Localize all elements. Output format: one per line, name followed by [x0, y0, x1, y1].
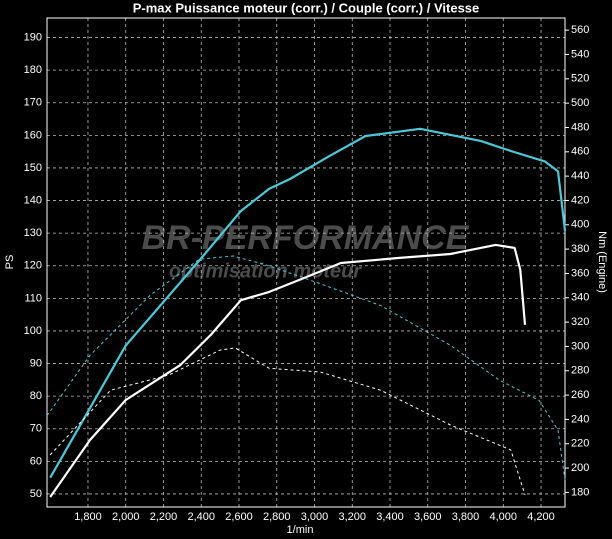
x-tick-label: 2,600 [225, 511, 253, 523]
y-tick-label: 110 [24, 292, 42, 304]
y-tick-label: 90 [30, 357, 42, 369]
y2-tick-label: 200 [571, 462, 589, 474]
y2-tick-label: 180 [571, 486, 589, 498]
y2-tick-label: 540 [571, 48, 589, 60]
y2-tick-label: 440 [571, 170, 589, 182]
y-tick-label: 70 [30, 423, 42, 435]
x-tick-label: 2,200 [150, 511, 178, 523]
x-tick-label: 3,600 [414, 511, 442, 523]
y2-tick-label: 480 [571, 121, 589, 133]
y-tick-label: 170 [24, 97, 42, 109]
plot-frame [46, 17, 566, 508]
y2-tick-label: 500 [571, 97, 589, 109]
y-tick-label: 160 [24, 129, 42, 141]
y2-tick-label: 360 [571, 267, 589, 279]
x-axis-label: 1/min [287, 524, 314, 536]
y2-tick-label: 280 [571, 365, 589, 377]
x-tick-label: 3,800 [452, 511, 480, 523]
y2-axis-label: Nm (Engine) [596, 231, 608, 293]
x-tick-label: 3,200 [338, 511, 366, 523]
y2-tick-label: 420 [571, 194, 589, 206]
y-tick-label: 140 [24, 194, 42, 206]
y2-tick-label: 300 [571, 340, 589, 352]
y-axis-label: PS [4, 255, 16, 270]
y-tick-label: 180 [24, 64, 42, 76]
x-tick-label: 2,000 [112, 511, 140, 523]
x-tick-label: 1,800 [74, 511, 102, 523]
y-tick-label: 130 [24, 227, 42, 239]
series-line [49, 347, 526, 496]
x-tick-label: 4,000 [490, 511, 518, 523]
x-tick-label: 2,400 [187, 511, 215, 523]
watermark: BR-PERFORMANCE [142, 219, 470, 257]
x-tick-label: 2,800 [263, 511, 291, 523]
y-tick-label: 50 [30, 488, 42, 500]
y-tick-label: 150 [24, 162, 42, 174]
x-tick-label: 3,400 [376, 511, 404, 523]
y-tick-label: 100 [24, 325, 42, 337]
y-tick-label: 60 [30, 455, 42, 467]
y-tick-label: 80 [30, 390, 42, 402]
y2-tick-label: 400 [571, 219, 589, 231]
chart-title: P-max Puissance moteur (corr.) / Couple … [133, 0, 480, 15]
x-tick-label: 3,000 [301, 511, 329, 523]
y2-tick-label: 520 [571, 73, 589, 85]
y2-tick-label: 340 [571, 292, 589, 304]
y2-tick-label: 560 [571, 24, 589, 36]
y2-tick-label: 220 [571, 438, 589, 450]
series-line [46, 255, 566, 480]
y2-tick-label: 320 [571, 316, 589, 328]
series-line [49, 243, 527, 498]
y2-tick-label: 260 [571, 389, 589, 401]
y-tick-label: 120 [24, 260, 42, 272]
y2-tick-label: 460 [571, 146, 589, 158]
x-tick-label: 4,200 [527, 511, 555, 523]
y2-tick-label: 380 [571, 243, 589, 255]
y-tick-label: 190 [24, 31, 42, 43]
series-line [49, 127, 567, 479]
y2-tick-label: 240 [571, 413, 589, 425]
